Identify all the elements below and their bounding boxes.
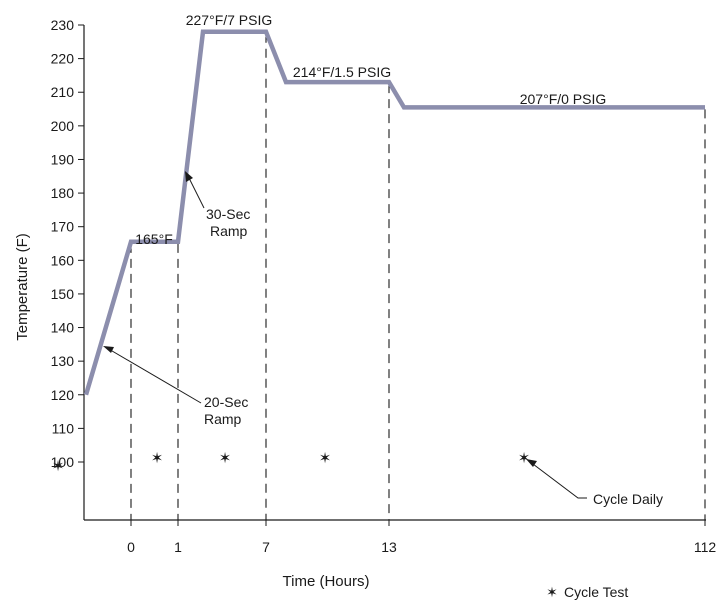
- y-tick-label: 190: [51, 151, 75, 167]
- annotation-165f: 165°F: [135, 231, 173, 247]
- x-tick-label: 1: [174, 539, 182, 555]
- y-tick-label: 130: [51, 353, 75, 369]
- y-tick-label: 150: [51, 286, 75, 302]
- y-tick-label: 180: [51, 185, 75, 201]
- cycle-test-marker: ✶: [319, 450, 332, 467]
- cycle-test-marker: ✶: [52, 458, 65, 475]
- y-tick-label: 110: [52, 420, 75, 436]
- y-tick-label: 220: [51, 51, 75, 67]
- annotation-30sec-ramp-line1: 30-Sec: [206, 206, 250, 222]
- y-tick-label: 140: [51, 320, 75, 336]
- annotation-214f: 214°F/1.5 PSIG: [293, 64, 391, 80]
- annotation-30sec-ramp-line2: Ramp: [210, 223, 248, 239]
- x-tick-label: 13: [381, 539, 397, 555]
- arrowhead-cycle-daily: [526, 459, 537, 467]
- cycle-test-marker: ✶: [518, 450, 531, 467]
- legend-label: Cycle Test: [564, 584, 628, 600]
- cycle-test-marker: ✶: [219, 450, 232, 467]
- annotation-207f: 207°F/0 PSIG: [520, 91, 607, 107]
- y-tick-label: 200: [51, 118, 75, 134]
- arrowhead-20sec-ramp: [103, 346, 114, 353]
- annotation-227f: 227°F/7 PSIG: [186, 12, 273, 28]
- x-axis-title: Time (Hours): [283, 573, 370, 590]
- legend-symbol: ✶: [546, 584, 558, 600]
- annotation-20sec-ramp-line1: 20-Sec: [204, 394, 248, 410]
- arrow-20sec-ramp: [106, 347, 202, 404]
- arrow-cycle-daily: [528, 460, 587, 499]
- annotation-cycle-daily: Cycle Daily: [593, 491, 663, 507]
- temperature-profile-line: [83, 29, 705, 396]
- x-tick-label: 112: [694, 539, 717, 555]
- arrowhead-30sec-ramp: [185, 171, 193, 182]
- x-axis: 0 1 7 13 112: [84, 519, 717, 555]
- y-tick-label: 170: [51, 219, 75, 235]
- y-tick-label: 160: [51, 252, 75, 268]
- y-tick-label: 210: [51, 84, 75, 100]
- vertical-guide-lines: [130, 33, 706, 520]
- cycle-test-marker: ✶: [151, 450, 164, 467]
- cycle-test-markers: ✶ ✶ ✶ ✶ ✶: [52, 450, 531, 475]
- y-tick-label: 100: [51, 454, 75, 470]
- x-tick-label: 0: [127, 539, 135, 555]
- y-axis-title: Temperature (F): [14, 233, 31, 341]
- annotation-20sec-ramp-line2: Ramp: [204, 411, 242, 427]
- x-tick-label: 7: [262, 539, 270, 555]
- y-tick-label: 120: [51, 387, 75, 403]
- arrow-30sec-ramp: [187, 175, 205, 209]
- y-tick-label: 230: [51, 17, 75, 33]
- y-axis: 100 110 120 130 140 150 160 170 180 190 200 210 220 2…: [51, 17, 85, 520]
